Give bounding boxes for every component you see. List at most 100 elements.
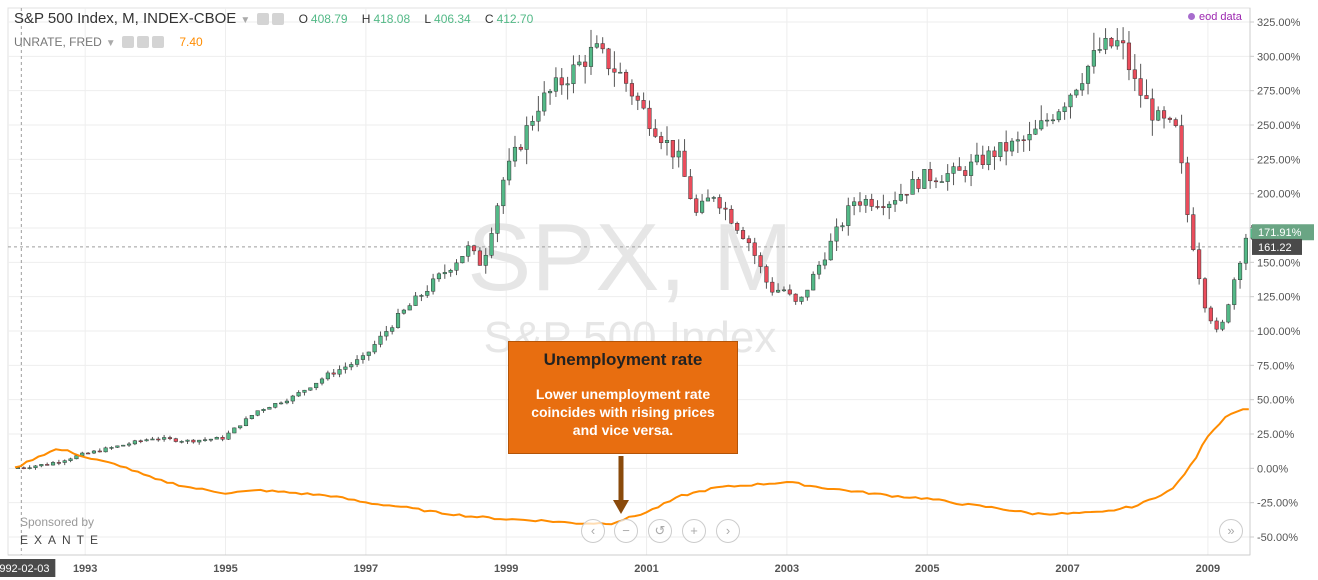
x-axis: 1993 1995 1997 1999 2001 2003 2005 2007 2009: [8, 554, 1250, 575]
symbol-title[interactable]: S&P 500 Index, M, INDEX-CBOE: [14, 10, 237, 27]
candle-body: [641, 100, 646, 109]
candle-body: [1237, 262, 1243, 280]
x-tick-label: 1999: [494, 563, 518, 575]
candle-body: [442, 272, 447, 275]
candle-body: [887, 203, 892, 208]
candle-body: [103, 447, 108, 453]
candle-body: [618, 71, 623, 74]
candle-body: [764, 266, 769, 283]
candle-body: [267, 407, 272, 410]
candle-body: [1039, 120, 1044, 130]
y-tick-label: 325.00%: [1257, 17, 1301, 29]
candle-body: [700, 200, 705, 213]
sponsor-brand[interactable]: EXANTE: [20, 533, 105, 547]
ohlc-open-value: 408.79: [310, 12, 348, 26]
unrate-title[interactable]: UNRATE, FRED: [14, 35, 102, 49]
candle-body: [144, 439, 149, 442]
candle-body: [740, 230, 746, 239]
ohlc-low-label: L: [424, 12, 432, 26]
settings-icon[interactable]: [137, 36, 150, 48]
zoom-in-icon[interactable]: +: [682, 519, 706, 543]
candle-body: [62, 460, 67, 463]
candle-body: [1068, 94, 1073, 108]
candle-body: [635, 95, 640, 101]
chevron-right-icon[interactable]: ›: [716, 519, 740, 543]
candle-body: [904, 194, 909, 196]
candle-body: [939, 181, 944, 183]
candle-body: [1091, 50, 1096, 67]
candle-body: [448, 270, 453, 273]
candle-body: [629, 83, 634, 97]
candle-body: [600, 43, 605, 50]
candle-body: [805, 289, 810, 298]
chevron-down-icon[interactable]: ▼: [240, 15, 251, 26]
candle-body: [951, 166, 956, 174]
candle-body: [816, 264, 822, 275]
zoom-out-icon[interactable]: −: [614, 519, 638, 543]
candle-body: [162, 437, 167, 440]
crosshair-price-badge: [1252, 238, 1302, 255]
candle-body: [226, 432, 231, 440]
candle-body: [296, 392, 301, 397]
chevron-down-icon[interactable]: ▼: [105, 38, 116, 49]
close-icon[interactable]: [152, 36, 165, 48]
y-tick-label: 75.00%: [1257, 360, 1295, 372]
candle-body: [588, 46, 594, 67]
scroll-to-end-icon[interactable]: »: [1219, 519, 1243, 543]
candle-body: [512, 146, 518, 162]
candle-body: [202, 439, 208, 441]
candle-body: [822, 259, 827, 266]
candle-body: [852, 201, 857, 206]
reset-icon[interactable]: ↺: [648, 519, 672, 543]
candle-body: [156, 438, 161, 441]
candle-body: [781, 289, 787, 292]
candle-body: [1214, 320, 1219, 330]
candle-body: [121, 444, 126, 447]
candle-body: [980, 154, 985, 165]
candle-body: [173, 438, 178, 442]
candle-body: [331, 372, 336, 375]
candle-body: [50, 462, 56, 466]
unrate-legend: UNRATE, FRED ▼ 7.40: [14, 35, 203, 49]
settings-icon[interactable]: [272, 13, 285, 25]
candle-body: [1045, 119, 1050, 122]
candle-body: [787, 289, 792, 295]
crosshair-date-badge: [0, 559, 56, 577]
y-tick-label: 0.00%: [1257, 463, 1288, 475]
eye-icon[interactable]: [122, 36, 135, 48]
chevron-left-icon[interactable]: ‹: [581, 519, 605, 543]
candle-body: [1097, 49, 1102, 51]
candle-body: [571, 64, 576, 85]
candle-body: [208, 438, 213, 441]
candle-body: [705, 197, 711, 202]
candle-body: [1161, 110, 1167, 119]
candle-body: [319, 378, 325, 384]
price-badges: 171.91% 161.22 1992-02-03: [0, 224, 1314, 577]
y-tick-label: 225.00%: [1257, 154, 1301, 166]
candle-body: [97, 450, 102, 453]
arrow-head: [613, 500, 629, 514]
ohlc-low-value: 406.34: [434, 12, 471, 26]
candle-body: [542, 92, 547, 112]
candle-body: [1173, 119, 1178, 126]
candle-body: [1243, 237, 1248, 264]
candle-body: [325, 372, 330, 380]
candle-body: [372, 344, 377, 353]
candle-body: [419, 295, 424, 297]
candle-body: [1126, 42, 1132, 71]
candle-body: [1080, 83, 1085, 91]
candle-body: [191, 439, 196, 443]
candle-body: [957, 166, 962, 171]
eye-icon[interactable]: [257, 13, 270, 25]
candle-body: [471, 245, 477, 252]
candle-body: [670, 140, 675, 158]
candle-body: [998, 142, 1003, 157]
x-tick-label: 2003: [775, 563, 799, 575]
candle-body: [963, 170, 968, 176]
candle-body: [857, 201, 863, 206]
candle-body: [45, 464, 50, 466]
candle-body: [220, 437, 225, 440]
candle-body: [261, 409, 266, 411]
candle-body: [150, 438, 155, 441]
